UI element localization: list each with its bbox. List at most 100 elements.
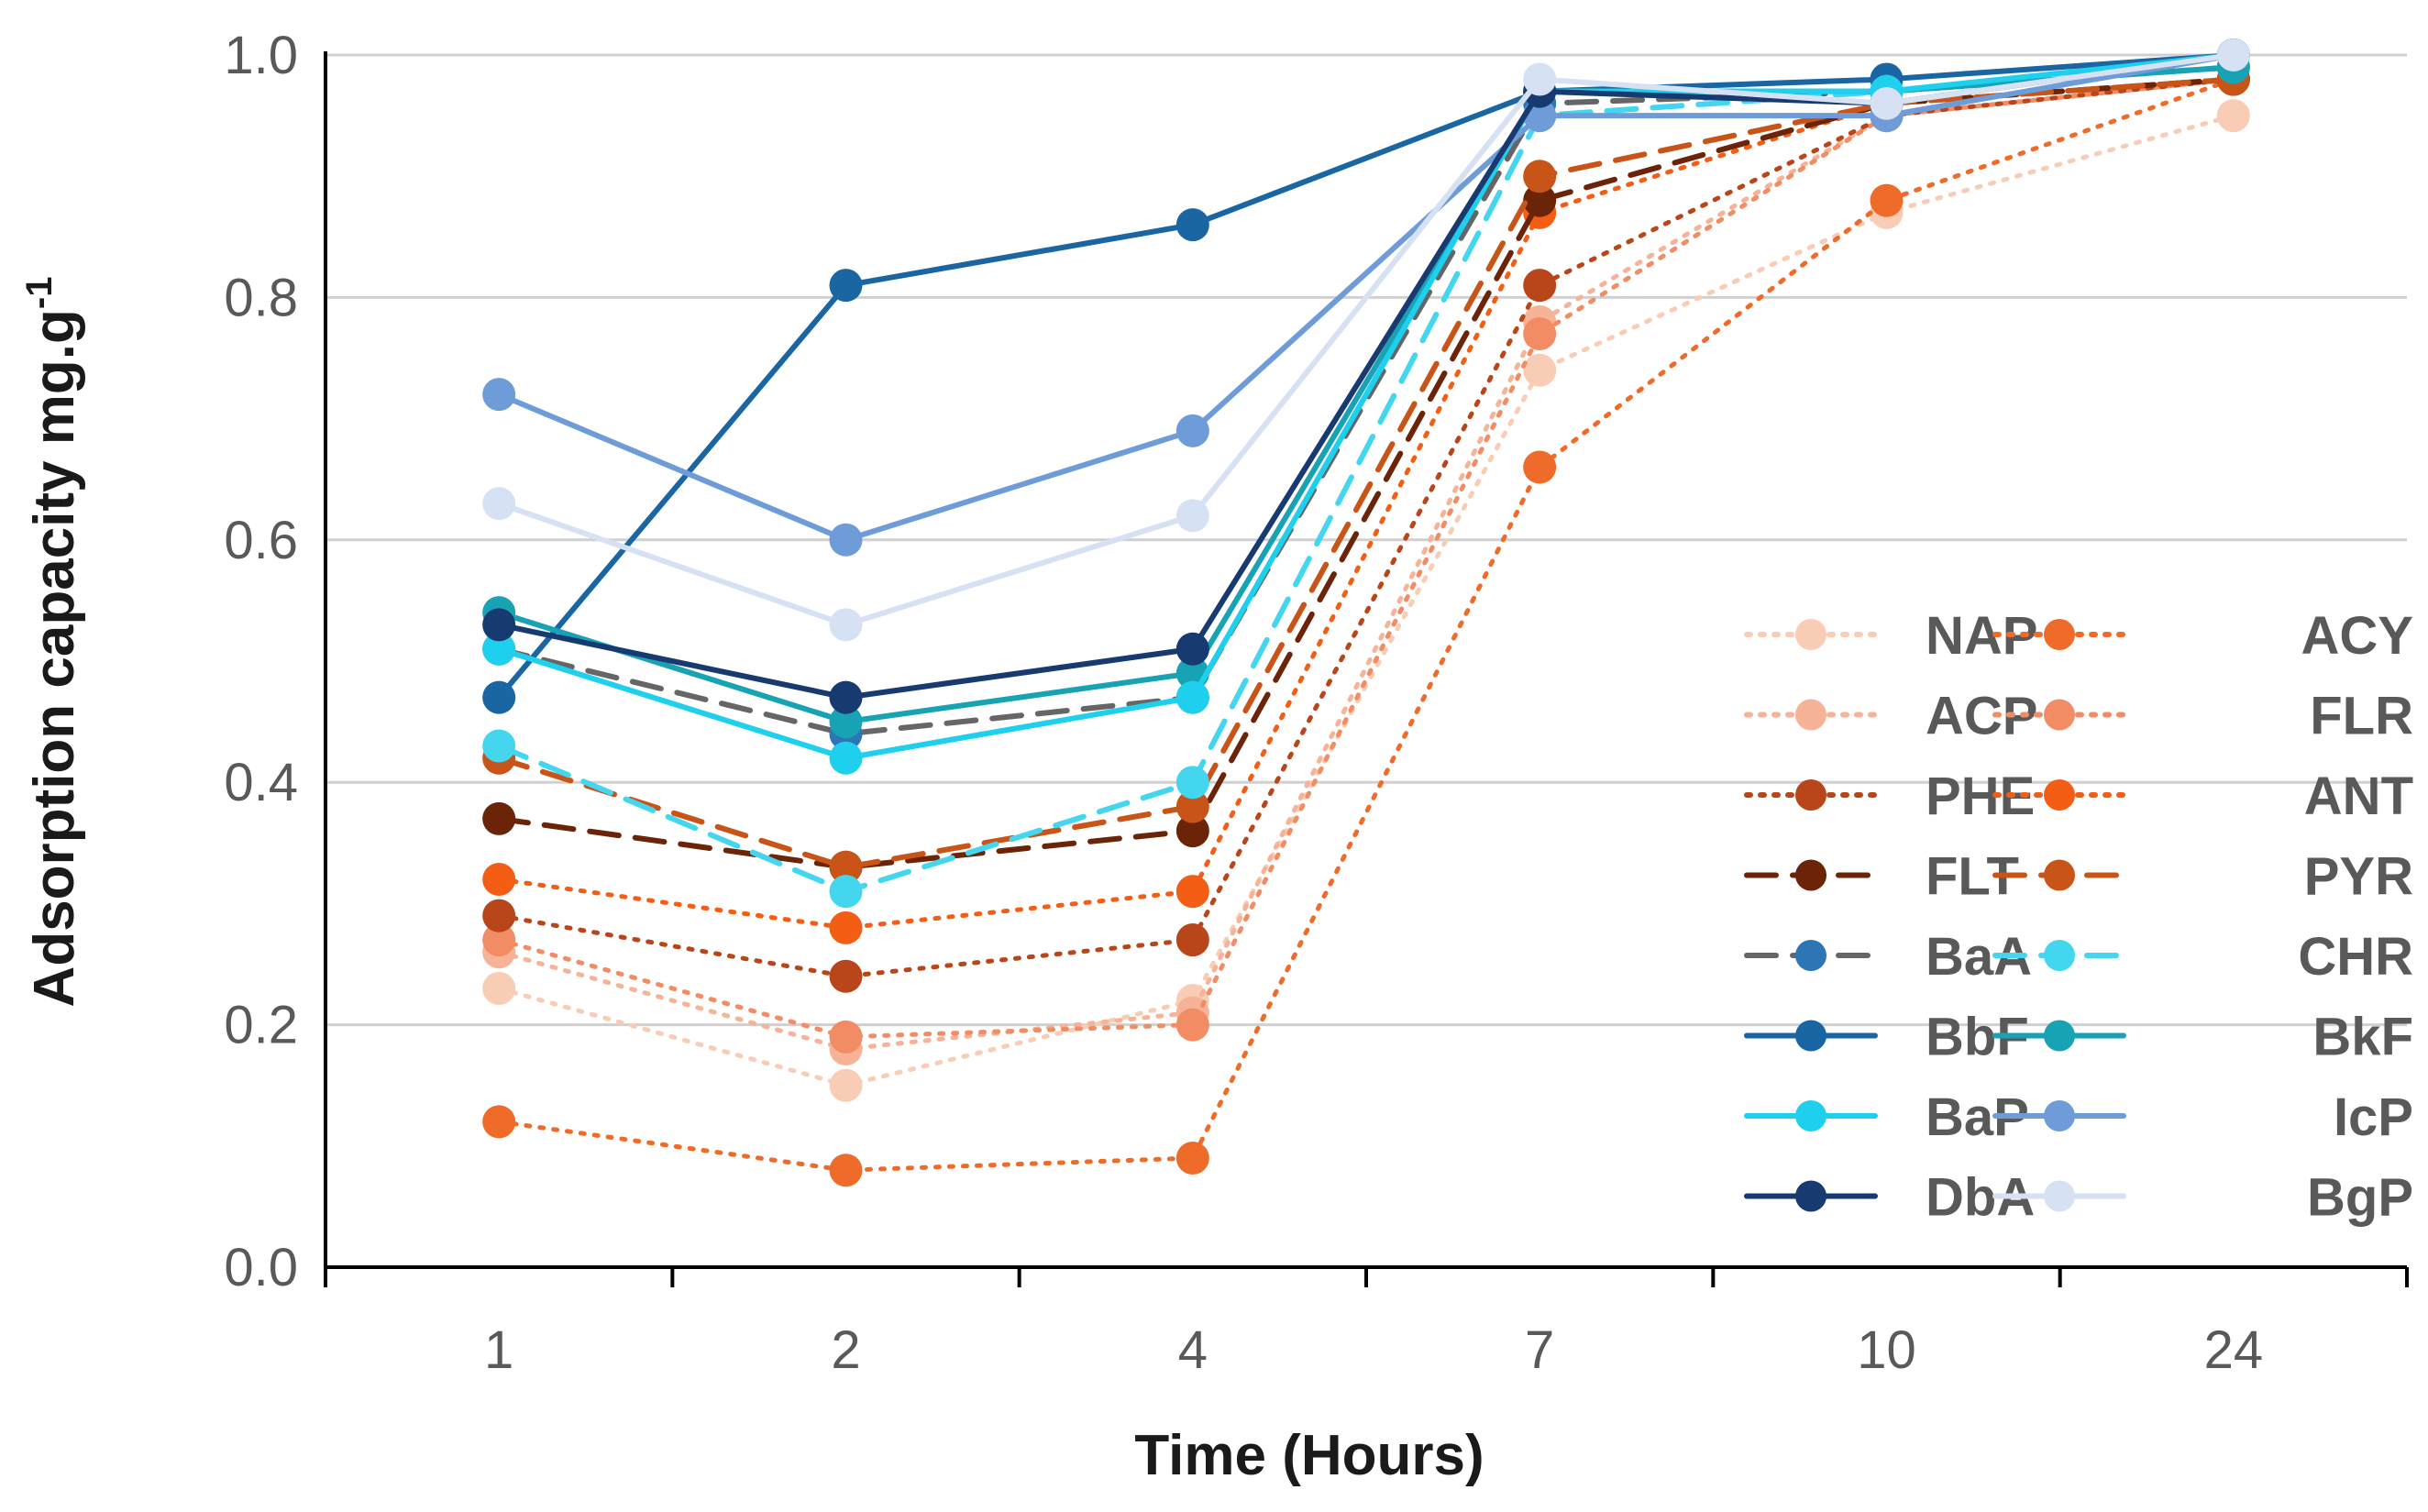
data-point-pyr [1523, 160, 1557, 193]
data-point-bbf [482, 680, 516, 714]
data-point-flt [1523, 183, 1557, 217]
series-line-bap [496, 52, 2236, 761]
data-point-ant [482, 862, 516, 896]
y-tick-label: 0.0 [224, 1238, 298, 1297]
data-point-flt [1175, 814, 1209, 848]
legend-label-nap: NAP [1926, 606, 2037, 666]
series-lines [482, 39, 2250, 1187]
legend-label-bkf: BkF [2312, 1008, 2413, 1067]
series-line-pyr [496, 76, 2236, 870]
legend-label-acp: ACP [1926, 687, 2037, 746]
y-tick-label: 0.4 [224, 753, 298, 812]
data-point-bbf [1175, 208, 1209, 242]
data-point-icp [1175, 414, 1209, 447]
y-tick-label: 0.6 [224, 511, 298, 570]
data-point-acy [1870, 183, 1904, 217]
data-point-flr [482, 923, 516, 957]
gridlines [326, 53, 2407, 1027]
x-tick-label: 2 [831, 1320, 860, 1380]
data-point-bgp [482, 487, 516, 521]
x-tick-label: 4 [1178, 1320, 1208, 1380]
legend-marker-acy [2044, 619, 2075, 650]
data-point-flr [1523, 317, 1557, 351]
legend-marker-icp [2044, 1100, 2075, 1131]
data-point-bgp [1870, 86, 1904, 120]
data-point-flr [829, 1020, 863, 1054]
data-point-acy [1523, 450, 1557, 484]
series-line-icp [496, 52, 2236, 543]
data-point-bgp [2216, 39, 2250, 72]
legend-marker-flr [2044, 699, 2075, 731]
data-point-acy [482, 1105, 516, 1139]
data-point-nap [1523, 353, 1557, 387]
series-line-nap [496, 113, 2236, 1088]
data-point-dba [1175, 632, 1209, 666]
legend-marker-pyr [2044, 859, 2075, 891]
data-point-bgp [1523, 62, 1557, 96]
legend-marker-chr [2044, 940, 2075, 971]
legend-marker-bgp [2044, 1180, 2075, 1212]
legend-marker-phe [1795, 779, 1827, 811]
legend-label-bgp: BgP [2307, 1168, 2413, 1228]
y-axis-title-main: Adsorption capacity mg.g [23, 309, 86, 1007]
data-point-bap [1175, 680, 1209, 714]
data-point-icp [829, 523, 863, 557]
data-point-chr [1175, 766, 1209, 800]
data-point-dba [482, 608, 516, 642]
legend-marker-bkf [2044, 1020, 2075, 1052]
legend-marker-dba [1795, 1180, 1827, 1212]
data-point-nap [2216, 99, 2250, 133]
y-axis-title: Adsorption capacity mg.g-1 [19, 277, 86, 1008]
legend-marker-baa [1795, 940, 1827, 971]
axes: 0.00.20.40.60.81.01 2 4 7 10 24 [224, 26, 2409, 1380]
data-point-nap [829, 1068, 863, 1102]
y-tick-label: 1.0 [224, 26, 298, 85]
legend-label-phe: PHE [1926, 767, 2035, 826]
data-point-dba [829, 680, 863, 714]
y-tick-label: 0.2 [224, 996, 298, 1055]
series-line-dba [496, 52, 2236, 701]
x-tick-label: 1 [484, 1320, 513, 1380]
data-point-ant [829, 911, 863, 944]
data-point-phe [1175, 923, 1209, 957]
data-point-phe [829, 959, 863, 993]
data-point-icp [482, 378, 516, 412]
legend-label-chr: CHR [2298, 927, 2413, 987]
y-axis-title-superscript: -1 [19, 277, 60, 310]
legend-label-flr: FLR [2310, 687, 2413, 746]
data-point-bbf [829, 269, 863, 303]
legend-marker-bap [1795, 1100, 1827, 1131]
series-line-acy [496, 76, 2236, 1173]
data-point-chr [829, 875, 863, 909]
legend-marker-flt [1795, 859, 1827, 891]
data-point-bgp [829, 608, 863, 642]
series-line-bbf [496, 52, 2236, 701]
legend-label-pyr: PYR [2304, 847, 2413, 907]
x-tick-label: 10 [1857, 1320, 1916, 1380]
data-point-phe [1523, 269, 1557, 303]
legend-label-ant: ANT [2304, 767, 2413, 826]
data-point-flt [482, 801, 516, 835]
x-axis-title: Time (Hours) [1134, 1424, 1484, 1487]
data-point-bgp [1175, 499, 1209, 533]
series-line-phe [496, 76, 2236, 979]
data-point-acy [829, 1153, 863, 1187]
x-tick-label: 7 [1525, 1320, 1554, 1380]
legend-marker-nap [1795, 619, 1827, 650]
data-point-nap [482, 971, 516, 1005]
y-tick-label: 0.8 [224, 268, 298, 327]
series-line-bgp [496, 52, 2236, 628]
data-point-bap [829, 741, 863, 775]
data-point-phe [482, 899, 516, 933]
legend-marker-acp [1795, 699, 1827, 731]
data-point-acy [1175, 1142, 1209, 1175]
legend-label-acy: ACY [2301, 606, 2413, 666]
series-line-flt [496, 76, 2236, 870]
data-point-pyr [1175, 789, 1209, 823]
x-tick-label: 24 [2204, 1320, 2264, 1380]
legend-label-icp: IcP [2334, 1087, 2413, 1147]
data-point-pyr [829, 850, 863, 884]
data-point-bkf [829, 705, 863, 739]
